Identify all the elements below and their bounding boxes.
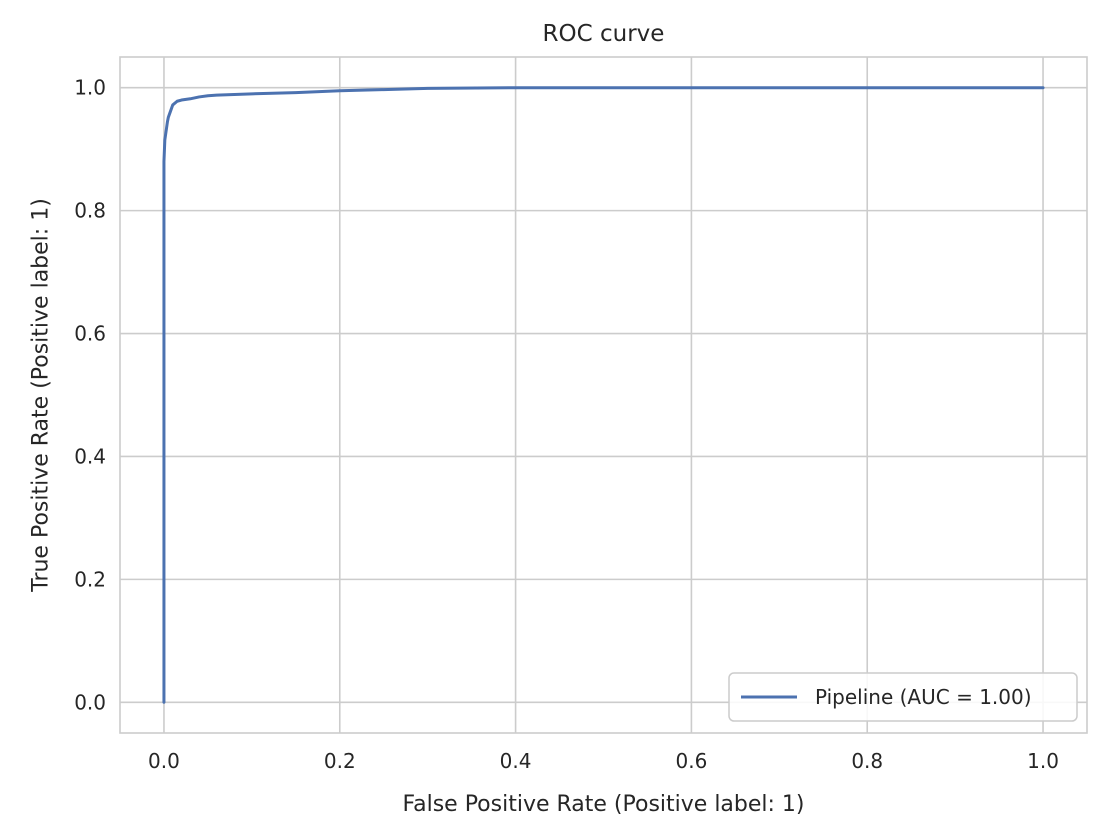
series-line-pipeline bbox=[162, 86, 1045, 704]
x-tick-label: 0.2 bbox=[324, 749, 356, 773]
y-tick-label: 0.4 bbox=[74, 444, 106, 468]
plot-frame bbox=[119, 56, 1088, 734]
grid bbox=[120, 57, 1087, 733]
x-tick-label: 0.8 bbox=[851, 749, 883, 773]
x-tick-label: 0.0 bbox=[148, 749, 180, 773]
x-axis-label: False Positive Rate (Positive label: 1) bbox=[402, 792, 804, 817]
y-tick-label: 0.2 bbox=[74, 567, 106, 591]
y-axis-ticks: 0.0 0.2 0.4 0.6 0.8 1.0 bbox=[74, 76, 106, 715]
x-tick-label: 1.0 bbox=[1027, 749, 1059, 773]
legend-label-pipeline: Pipeline (AUC = 1.00) bbox=[815, 685, 1032, 709]
series-layer bbox=[162, 86, 1045, 704]
y-tick-label: 0.0 bbox=[74, 690, 106, 714]
x-tick-label: 0.6 bbox=[676, 749, 708, 773]
y-tick-label: 0.8 bbox=[74, 199, 106, 223]
chart-title: ROC curve bbox=[543, 21, 665, 47]
y-tick-label: 1.0 bbox=[74, 76, 106, 100]
x-axis-ticks: 0.0 0.2 0.4 0.6 0.8 1.0 bbox=[148, 749, 1059, 773]
x-tick-label: 0.4 bbox=[500, 749, 532, 773]
legend: Pipeline (AUC = 1.00) bbox=[728, 672, 1078, 722]
y-tick-label: 0.6 bbox=[74, 322, 106, 346]
y-axis-label: True Positive Rate (Positive label: 1) bbox=[29, 198, 54, 593]
legend-box bbox=[728, 672, 1078, 722]
